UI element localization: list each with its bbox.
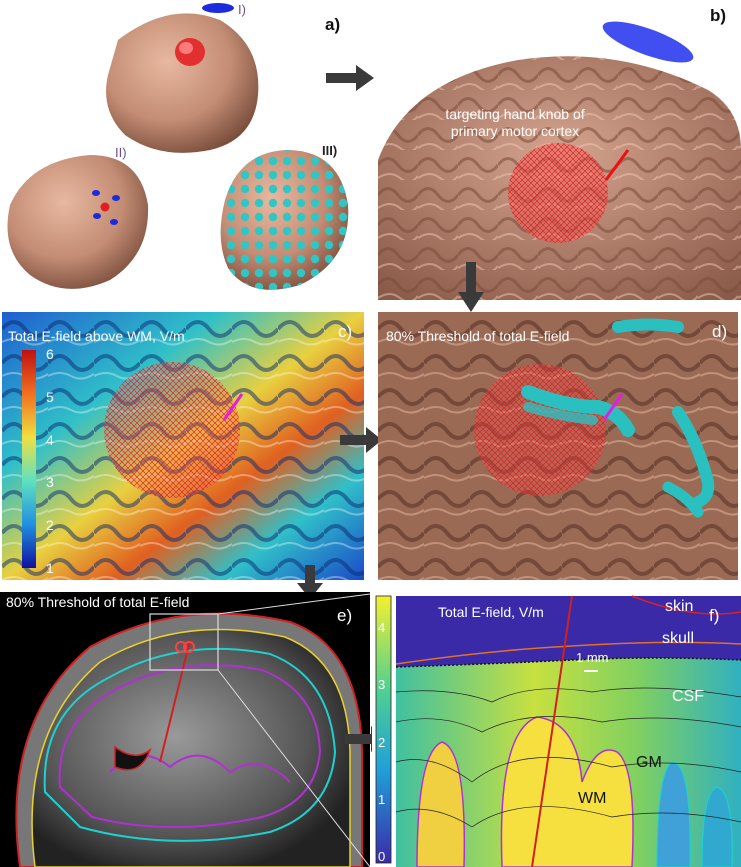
mri-slice-illustration: [15, 593, 370, 867]
colorbar-c-ticks: 6 5 4 3 2 1: [46, 346, 54, 576]
colorbar-f-tick: 1: [378, 791, 386, 807]
target-caption-line-1: targeting hand knob of: [445, 106, 585, 122]
colorbar-c-tick: 3: [46, 474, 54, 491]
target-caption-line-2: primary motor cortex: [450, 123, 580, 139]
panel-a: a) I) II) III): [0, 0, 375, 310]
arrow-down-icon: [297, 565, 323, 599]
threshold-surface-illustration: [378, 312, 738, 580]
panel-f-label: f): [709, 606, 720, 625]
panel-e-title: 80% Threshold of total E-field: [6, 594, 190, 610]
colorbar-f-tick: 4: [378, 620, 386, 635]
coil-icon: [202, 3, 234, 13]
panel-b-label: b): [710, 6, 727, 25]
scale-bar-label: 1 mm: [576, 650, 609, 665]
panel-c-label: c): [338, 322, 353, 341]
arrow-right-icon: [326, 65, 374, 91]
colorbar-f-ticks: 4 3 2 1 0: [378, 620, 385, 864]
panel-d: 80% Threshold of total E-field d): [378, 312, 738, 580]
tissue-label-skin: skin: [665, 598, 694, 615]
efield-cross-section-illustration: [375, 595, 741, 867]
arrow-right-icon: [340, 427, 382, 453]
panel-d-title: 80% Threshold of total E-field: [386, 328, 570, 344]
colorbar-c-tick: 2: [46, 517, 54, 534]
panel-f: f) Total E-field, V/m 4 3 2 1 0 skin sku…: [372, 592, 741, 867]
head-ii-label: II): [115, 145, 127, 160]
colorbar-f-tick: 2: [378, 734, 386, 750]
colorbar-c-tick: 1: [46, 559, 54, 576]
panel-c: Total E-field above WM, V/m c) 6 5 4 3 2…: [2, 312, 364, 580]
tissue-label-wm: WM: [578, 790, 607, 807]
colorbar-f-tick: 3: [378, 677, 386, 693]
head-model-ii: [7, 155, 149, 289]
tissue-label-skull: skull: [662, 630, 695, 647]
colorbar-c-tick: 6: [46, 346, 54, 362]
head-model-i: [106, 3, 259, 153]
panel-f-title: Total E-field, V/m: [438, 604, 544, 620]
colorbar-f-tick: 0: [378, 849, 386, 864]
arrow-down-icon: [458, 262, 484, 312]
head-i-label: I): [238, 2, 246, 17]
colorbar-c-tick: 5: [46, 388, 54, 405]
panel-e: 80% Threshold of total E-field e): [0, 592, 370, 867]
head-model-iii: [220, 150, 349, 290]
panel-e-label: e): [337, 606, 353, 625]
head-models-illustration: [7, 3, 349, 290]
panel-a-label: a): [325, 15, 341, 34]
target-caption: targeting hand knob of primary motor cor…: [430, 106, 600, 140]
head-iii-label: III): [322, 143, 338, 158]
cortex-surface-illustration: [378, 21, 741, 300]
panel-d-label: d): [712, 322, 728, 341]
tissue-label-gm: GM: [636, 754, 662, 771]
panel-b: b) targeting hand knob of primary motor …: [378, 0, 741, 300]
colorbar-c-tick: 4: [46, 431, 54, 448]
panel-c-title: Total E-field above WM, V/m: [8, 328, 185, 344]
tissue-label-csf: CSF: [672, 688, 704, 705]
coil-icon: [602, 21, 694, 63]
efield-surface-illustration: [2, 312, 364, 580]
